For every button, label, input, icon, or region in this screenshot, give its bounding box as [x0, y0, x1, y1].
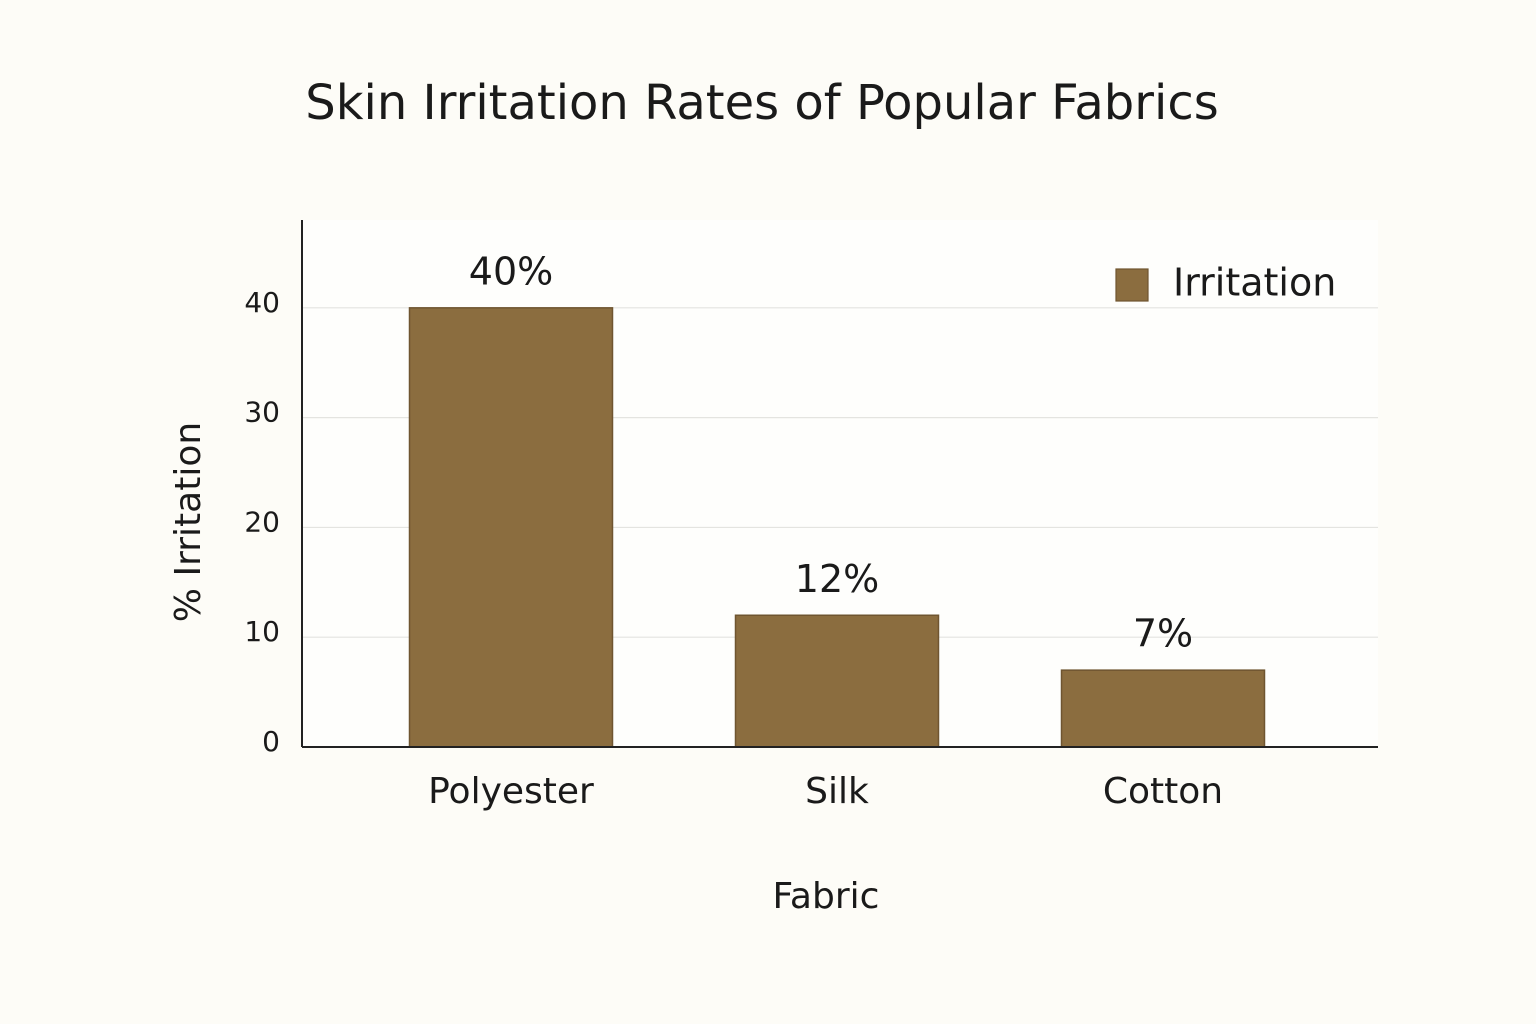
- value-label: 40%: [469, 249, 553, 293]
- x-tick-label: Silk: [805, 771, 869, 812]
- bar: [408, 307, 614, 748]
- value-label: 12%: [795, 557, 879, 601]
- y-tick-label: 0: [262, 725, 280, 758]
- x-axis-label: Fabric: [773, 876, 880, 917]
- bar: [1060, 669, 1266, 748]
- x-tick-label: Polyester: [428, 771, 594, 812]
- bar: [734, 614, 940, 748]
- y-tick-label: 20: [244, 505, 280, 538]
- y-axis-label: % Irritation: [168, 422, 209, 622]
- legend-swatch: [1115, 268, 1149, 302]
- y-tick-label: 30: [244, 396, 280, 429]
- legend-label: Irritation: [1173, 261, 1336, 305]
- chart-title: Skin Irritation Rates of Popular Fabrics: [305, 75, 1218, 131]
- value-label: 7%: [1133, 612, 1193, 656]
- y-tick-label: 10: [244, 615, 280, 648]
- y-tick-label: 40: [244, 286, 280, 319]
- x-tick-label: Cotton: [1103, 771, 1223, 812]
